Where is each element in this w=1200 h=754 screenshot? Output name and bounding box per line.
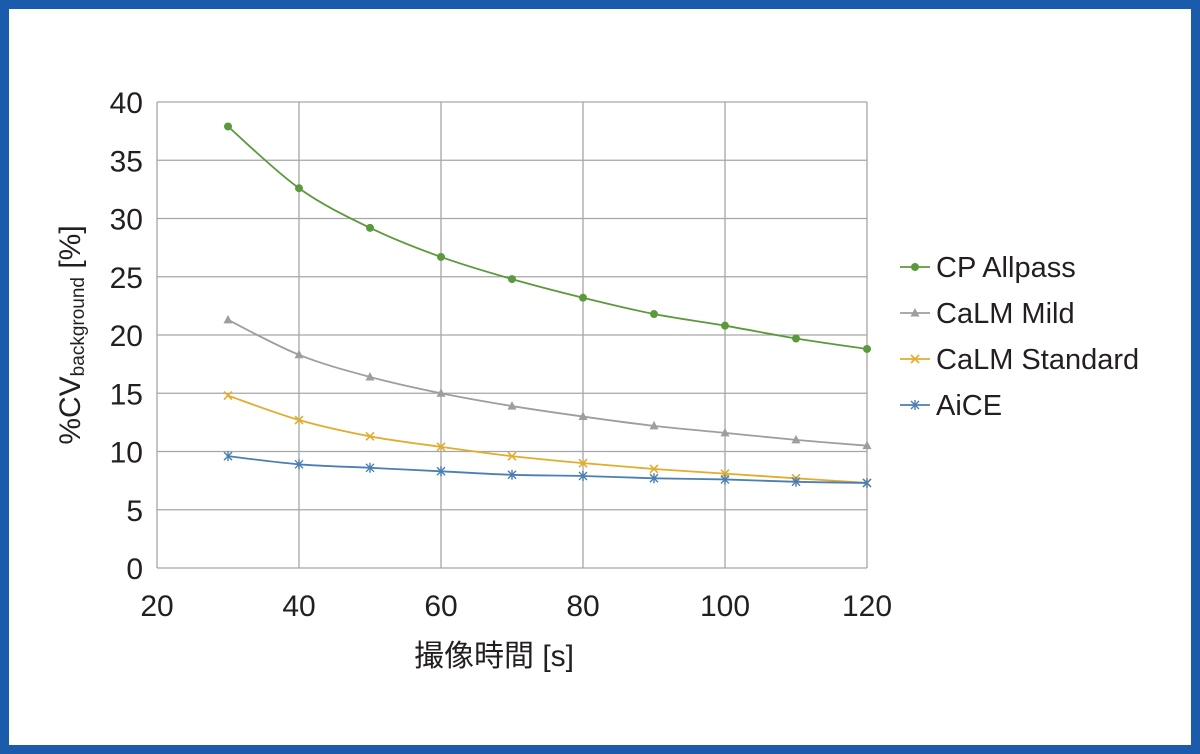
series-line — [227, 319, 868, 447]
series-calm-standard — [223, 391, 872, 488]
data-point — [720, 474, 730, 485]
data-point — [649, 473, 659, 484]
data-point — [650, 310, 658, 319]
data-point — [365, 462, 375, 473]
data-point — [294, 459, 304, 470]
y-tick-label: 40 — [110, 87, 143, 120]
legend-label: CP Allpass — [936, 252, 1076, 284]
tick-labels: 0 5 10 15 20 25 30 35 40 20 40 60 80 100 120 — [110, 87, 892, 623]
y-tick-label: 35 — [110, 145, 143, 178]
y-axis-title-unit: [%] — [54, 225, 87, 277]
series-line — [227, 455, 868, 484]
data-point — [792, 334, 800, 343]
data-point — [507, 451, 517, 461]
legend-entry: CaLM Mild — [900, 298, 1075, 330]
legend-marker — [910, 308, 920, 317]
data-point — [294, 349, 304, 359]
legend-entry: CP Allpass — [900, 252, 1076, 284]
legend-entry: CaLM Standard — [900, 344, 1139, 376]
data-point — [365, 371, 375, 381]
data-point — [720, 427, 730, 437]
x-axis-title: 撮像時間 [s] — [414, 640, 574, 673]
x-tick-label: 80 — [566, 590, 599, 623]
legend-marker — [910, 354, 920, 364]
y-axis-title-sub: background — [68, 277, 89, 376]
data-point — [294, 415, 304, 425]
data-point — [649, 464, 659, 474]
legend: CP Allpass CaLM Mild CaLM Standard AiCE — [900, 252, 1139, 422]
data-point — [578, 470, 588, 481]
x-tick-label: 40 — [282, 590, 315, 623]
data-point — [579, 293, 587, 302]
legend-label: CaLM Mild — [936, 298, 1075, 330]
data-point — [436, 388, 446, 397]
data-point — [437, 252, 445, 261]
legend-marker — [911, 263, 919, 271]
data-point — [366, 223, 374, 232]
x-tick-label: 20 — [140, 590, 173, 623]
series-aice — [223, 451, 872, 488]
grid-lines — [156, 101, 868, 569]
data-point — [649, 420, 659, 430]
series-calm-mild — [223, 314, 872, 450]
y-tick-label: 0 — [126, 553, 143, 586]
legend-label: CaLM Standard — [936, 344, 1139, 376]
y-tick-label: 30 — [110, 204, 143, 237]
y-axis-title-main: %CV — [54, 376, 87, 444]
data-point — [721, 321, 729, 330]
data-point — [223, 391, 233, 401]
data-point — [508, 275, 516, 284]
y-tick-label: 5 — [126, 495, 143, 528]
series-line — [227, 394, 868, 484]
data-point — [862, 440, 872, 450]
data-point — [223, 314, 233, 324]
data-point — [578, 411, 588, 421]
series-line — [227, 125, 868, 350]
data-point — [578, 458, 588, 468]
data-point — [862, 477, 872, 488]
data-point — [224, 122, 232, 131]
x-tick-label: 120 — [842, 590, 892, 623]
data-point — [436, 466, 446, 477]
y-tick-label: 25 — [110, 262, 143, 295]
legend-entry: AiCE — [900, 390, 1002, 422]
data-point — [863, 344, 871, 353]
legend-marker — [910, 400, 920, 410]
x-tick-label: 60 — [424, 590, 457, 623]
data-point — [791, 434, 801, 444]
data-point — [365, 431, 375, 441]
y-axis-title: %CVbackground [%] — [54, 225, 89, 444]
data-point — [223, 451, 233, 462]
data-point — [295, 184, 303, 193]
legend-label: AiCE — [936, 390, 1002, 422]
data-point — [436, 442, 446, 452]
y-tick-label: 15 — [110, 378, 143, 411]
data-point — [507, 401, 517, 410]
y-tick-label: 20 — [110, 320, 143, 353]
series-lines — [223, 122, 872, 488]
data-point — [507, 469, 517, 480]
data-point — [791, 476, 801, 487]
x-tick-label: 100 — [700, 590, 750, 623]
y-tick-label: 10 — [110, 437, 143, 470]
series-cp-allpass — [224, 122, 871, 353]
